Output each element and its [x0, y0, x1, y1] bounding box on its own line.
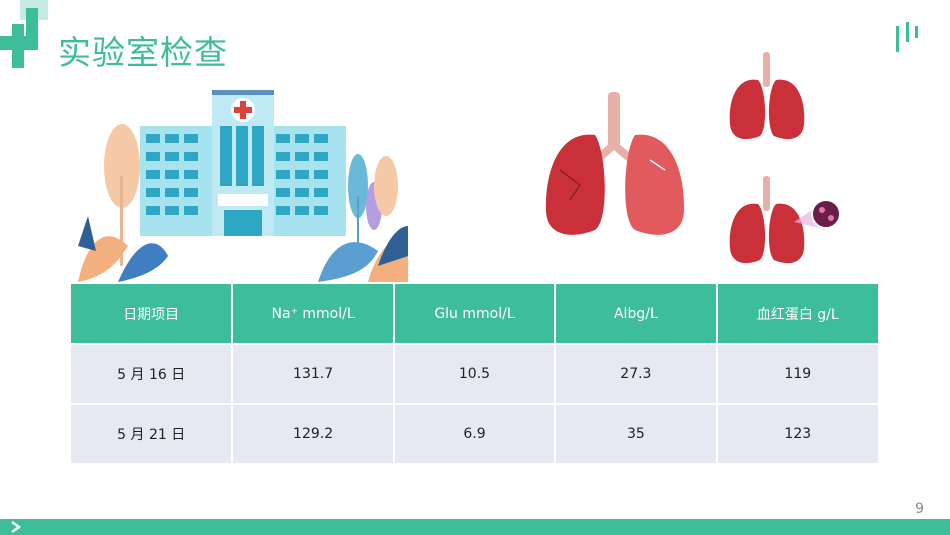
table-cell: 131.7	[232, 343, 395, 404]
column-header-albumin: Albg/L	[555, 284, 718, 344]
table-cell: 6.9	[393, 403, 557, 463]
table-cell: 10.5	[393, 343, 557, 404]
table-cell: 27.3	[555, 343, 718, 404]
column-header-sodium: Na⁺ mmol/L	[232, 284, 395, 344]
table-cell-date: 5 月 16 日	[71, 343, 234, 404]
table-row: 5 月 16 日 131.7 10.5 27.3 119	[71, 343, 878, 404]
column-header-glucose: Glu mmol/L	[393, 284, 557, 344]
column-header-hemoglobin: 血红蛋白 g/L	[716, 284, 878, 344]
page-number: 9	[915, 501, 924, 517]
lab-results-table: 日期项目 Na⁺ mmol/L Glu mmol/L Albg/L 血红蛋白 g…	[71, 284, 878, 463]
table-cell: 123	[716, 403, 878, 463]
brand-mark-icon	[896, 22, 918, 52]
hospital-illustration	[78, 90, 408, 282]
lungs-illustration	[545, 92, 685, 235]
table-cell: 119	[716, 343, 878, 404]
lungs-illustration-small	[729, 52, 805, 140]
table-cell: 129.2	[232, 403, 395, 463]
page-title: 实验室检查	[58, 33, 228, 72]
table-cell: 35	[555, 403, 718, 463]
chevron-right-icon	[11, 520, 22, 534]
table-cell-date: 5 月 21 日	[71, 403, 234, 463]
column-header-date-item: 日期项目	[71, 284, 234, 344]
medical-cross-icon	[0, 0, 48, 68]
table-row: 5 月 21 日 129.2 6.9 35 123	[71, 403, 878, 463]
table-header-row: 日期项目 Na⁺ mmol/L Glu mmol/L Albg/L 血红蛋白 g…	[71, 284, 878, 344]
lungs-illustration-magnified	[729, 176, 841, 264]
footer-bar	[0, 519, 950, 535]
